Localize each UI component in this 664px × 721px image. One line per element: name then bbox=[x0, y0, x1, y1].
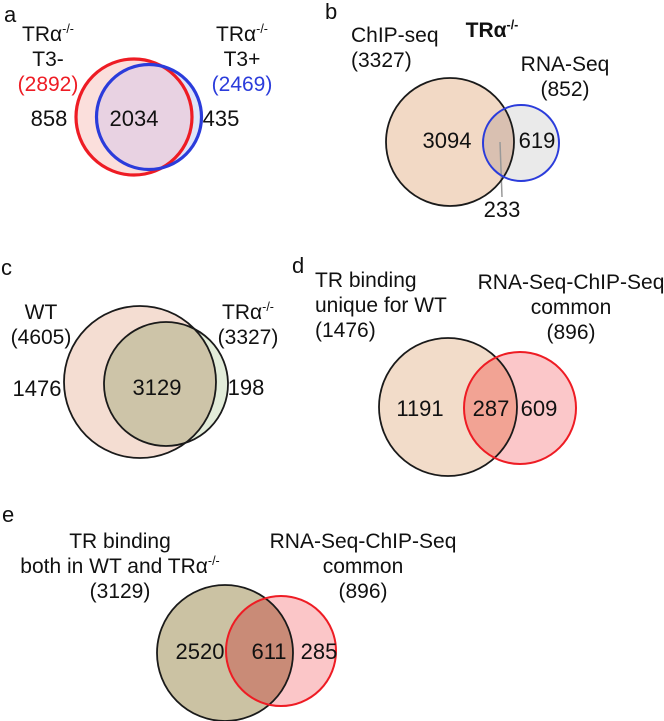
panel-a-right-set-count: (2469) bbox=[211, 73, 273, 96]
panel-c-left-circle-outline bbox=[63, 305, 217, 459]
panel-b-letter: b bbox=[325, 0, 338, 24]
panel-a-left-circle-outline bbox=[74, 57, 194, 177]
panel-b-overlap-pointer-line bbox=[499, 141, 503, 198]
panel-b-left-only-value: 3094 bbox=[422, 128, 472, 153]
panel-a-right-circle-outline bbox=[94, 62, 204, 172]
panel-a-left-set-label: TRα-/- T3- (2892) bbox=[18, 22, 79, 97]
panel-a-left-set-name: TRα-/- bbox=[22, 22, 74, 46]
superscript: -/- bbox=[506, 18, 519, 32]
panel-e-left-circle-outline bbox=[156, 584, 294, 721]
panel-b-left-set-count: (3327) bbox=[351, 49, 412, 72]
panel-a-left-set-count: (2892) bbox=[17, 73, 79, 96]
superscript: -/- bbox=[256, 22, 268, 36]
panel-d-right-set-label: RNA-Seq-ChIP-Seq common (896) bbox=[478, 270, 664, 345]
panel-c-right-circle-outline bbox=[103, 321, 229, 447]
panel-d-right-set-name-line2: common bbox=[530, 296, 612, 319]
panel-a-right-set-condition: T3+ bbox=[223, 48, 261, 71]
panel-e-overlap-region bbox=[226, 596, 293, 706]
panel-e-left-only-value: 2520 bbox=[175, 639, 225, 664]
panel-c-left-set-name: WT bbox=[24, 301, 58, 324]
panel-c-left-only-value: 1476 bbox=[12, 376, 62, 401]
panel-a-right-only-value: 435 bbox=[202, 106, 240, 131]
panel-c-right-only-value: 198 bbox=[227, 375, 265, 400]
panel-e-left-set-count: (3129) bbox=[89, 580, 151, 603]
panel-e-right-set-label: RNA-Seq-ChIP-Seq common (896) bbox=[270, 529, 457, 604]
panel-a-overlap-region bbox=[96, 64, 192, 170]
panel-e-right-only-value: 285 bbox=[300, 639, 338, 664]
panel-a-right-set-label: TRα-/- T3+ (2469) bbox=[212, 22, 273, 97]
panel-d-overlap-region bbox=[464, 352, 517, 464]
panel-e-right-circle-outline bbox=[225, 595, 337, 707]
panel-b-right-set-count: (852) bbox=[540, 78, 590, 101]
panel-a-letter: a bbox=[4, 2, 17, 27]
panel-c-left-set-count: (4605) bbox=[10, 326, 72, 349]
panel-e-letter: e bbox=[2, 502, 15, 527]
panel-c-right-set-label: TRα-/- (3327) bbox=[218, 300, 279, 350]
panel-e-left-set-label: TR binding both in WT and TRα-/- (3129) bbox=[20, 529, 219, 604]
panel-b-overlap-value: 233 bbox=[483, 197, 521, 222]
panel-e-right-set-name-line2: common bbox=[322, 555, 404, 578]
panel-d-overlap-value: 287 bbox=[472, 396, 510, 421]
panel-d-right-circle-outline bbox=[463, 351, 577, 465]
panel-d-left-set-name-line2: unique for WT bbox=[315, 294, 447, 317]
panel-e-overlap-value: 611 bbox=[251, 639, 287, 664]
panel-d-right-only-value: 609 bbox=[520, 396, 558, 421]
panel-a-right-set-name: TRα-/- bbox=[216, 22, 268, 46]
panel-c-overlap-region bbox=[104, 322, 216, 446]
panel-b-right-circle-outline bbox=[482, 104, 560, 182]
panel-b-left-circle-outline bbox=[385, 77, 515, 207]
panel-e-right-set-count: (896) bbox=[338, 580, 388, 603]
panel-b-right-set-name: RNA-Seq bbox=[520, 53, 610, 76]
panel-d-left-set-count: (1476) bbox=[315, 319, 376, 342]
panel-b-title: TRα-/- bbox=[465, 18, 519, 42]
panel-d-left-set-label: TR binding unique for WT (1476) bbox=[315, 268, 447, 343]
panel-c-right-set-count: (3327) bbox=[217, 326, 279, 349]
panel-b-left-set-label: ChIP-seq (3327) bbox=[351, 23, 439, 73]
panel-a-left-set-condition: T3- bbox=[32, 48, 64, 71]
panel-a-left-only-value: 858 bbox=[30, 106, 68, 131]
panel-b-overlap-region bbox=[483, 105, 514, 181]
panel-d-right-set-count: (896) bbox=[546, 321, 596, 344]
panel-d-right-set-name: RNA-Seq-ChIP-Seq bbox=[477, 271, 664, 294]
panel-b-right-set-label: RNA-Seq (852) bbox=[521, 52, 610, 102]
panel-e-right-set-name: RNA-Seq-ChIP-Seq bbox=[269, 530, 457, 553]
panel-c-letter: c bbox=[1, 255, 12, 280]
panel-e-left-set-name: TR binding bbox=[69, 530, 171, 553]
superscript: -/- bbox=[62, 22, 74, 36]
superscript: -/- bbox=[207, 554, 220, 568]
panel-b-left-circle-fill bbox=[386, 78, 514, 206]
panel-e-left-set-name-line2: both in WT and TRα-/- bbox=[20, 554, 220, 578]
panel-d-left-only-value: 1191 bbox=[396, 396, 444, 421]
panel-a-overlap-value: 2034 bbox=[109, 106, 159, 131]
panel-d-left-set-name: TR binding bbox=[315, 269, 417, 292]
panel-c-left-set-label: WT (4605) bbox=[11, 300, 72, 350]
panel-c-overlap-value: 3129 bbox=[132, 375, 182, 400]
panel-d-left-circle-outline bbox=[378, 337, 518, 477]
panel-c-right-set-name: TRα-/- bbox=[222, 300, 274, 324]
panel-b-left-set-name: ChIP-seq bbox=[351, 24, 439, 47]
panel-d-letter: d bbox=[292, 253, 305, 278]
panel-b-right-only-value: 619 bbox=[518, 128, 556, 153]
superscript: -/- bbox=[262, 300, 274, 314]
